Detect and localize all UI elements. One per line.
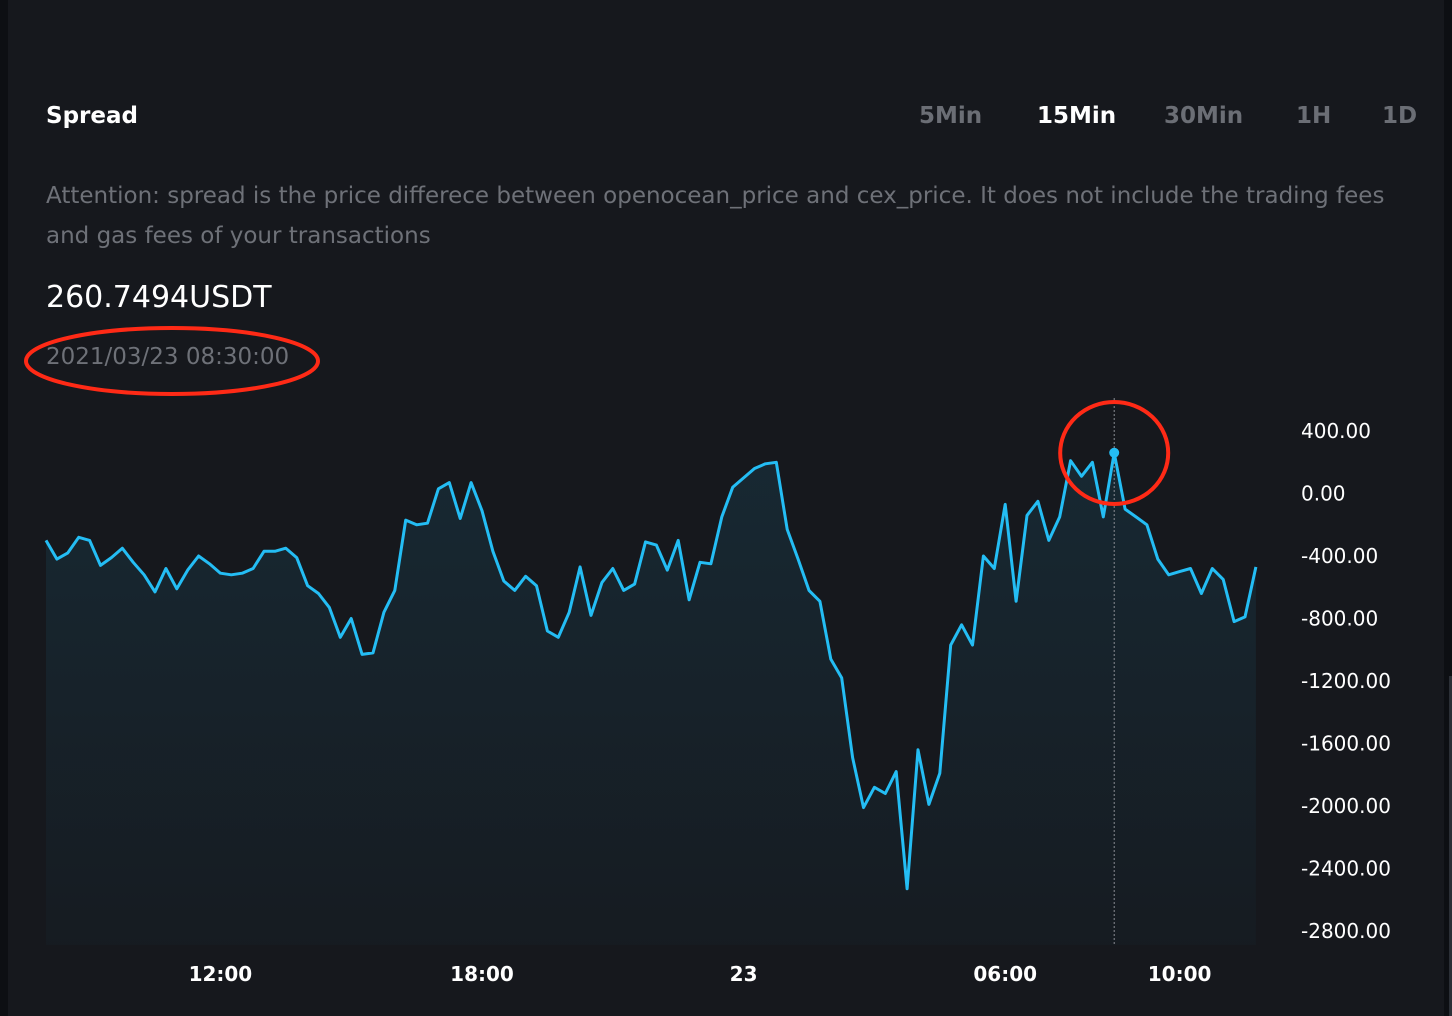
spread-area-fill <box>46 452 1256 945</box>
y-tick-label: -2800.00 <box>1301 919 1391 943</box>
tab-1h[interactable]: 1H <box>1296 103 1332 129</box>
y-tick-label: -2000.00 <box>1301 794 1391 818</box>
x-axis: 12:00 18:00 23 06:00 10:00 <box>189 962 1212 986</box>
y-tick-label: -2400.00 <box>1301 857 1391 881</box>
y-axis: 400.00 0.00 -400.00 -800.00 -1200.00 -1600.00… <box>1301 419 1391 943</box>
y-tick-label: -1600.00 <box>1301 732 1391 756</box>
tab-5min[interactable]: 5Min <box>919 103 983 129</box>
spread-value: 260.7494USDT <box>46 280 272 315</box>
scrollbar-track[interactable] <box>1449 676 1452 1016</box>
x-tick-label: 23 <box>730 962 758 986</box>
highlight-point[interactable] <box>1109 447 1120 458</box>
x-tick-label: 12:00 <box>189 962 253 986</box>
tab-15min[interactable]: 15Min <box>1037 103 1117 129</box>
y-tick-label: 400.00 <box>1301 419 1371 443</box>
panel-title: Spread <box>46 103 138 129</box>
spread-timestamp: 2021/03/23 08:30:00 <box>46 344 290 370</box>
tab-1d[interactable]: 1D <box>1382 103 1418 129</box>
highlight-point-annotation-circle <box>1058 400 1171 506</box>
window-edge-left <box>0 0 8 1016</box>
y-tick-label: -800.00 <box>1301 607 1378 631</box>
tab-30min[interactable]: 30Min <box>1164 103 1244 129</box>
interval-tabs: 5Min 15Min 30Min 1H 1D <box>0 103 1452 133</box>
y-tick-label: -400.00 <box>1301 544 1378 568</box>
x-tick-label: 10:00 <box>1148 962 1212 986</box>
attention-notice: Attention: spread is the price differece… <box>46 183 1385 249</box>
spread-series-line[interactable] <box>44 451 1258 891</box>
y-tick-label: 0.00 <box>1301 482 1346 506</box>
y-tick-label: -1200.00 <box>1301 669 1391 693</box>
x-tick-label: 06:00 <box>973 962 1037 986</box>
timestamp-annotation-circle <box>24 326 320 396</box>
window-edge-right <box>1444 0 1452 1016</box>
x-tick-label: 18:00 <box>450 962 514 986</box>
